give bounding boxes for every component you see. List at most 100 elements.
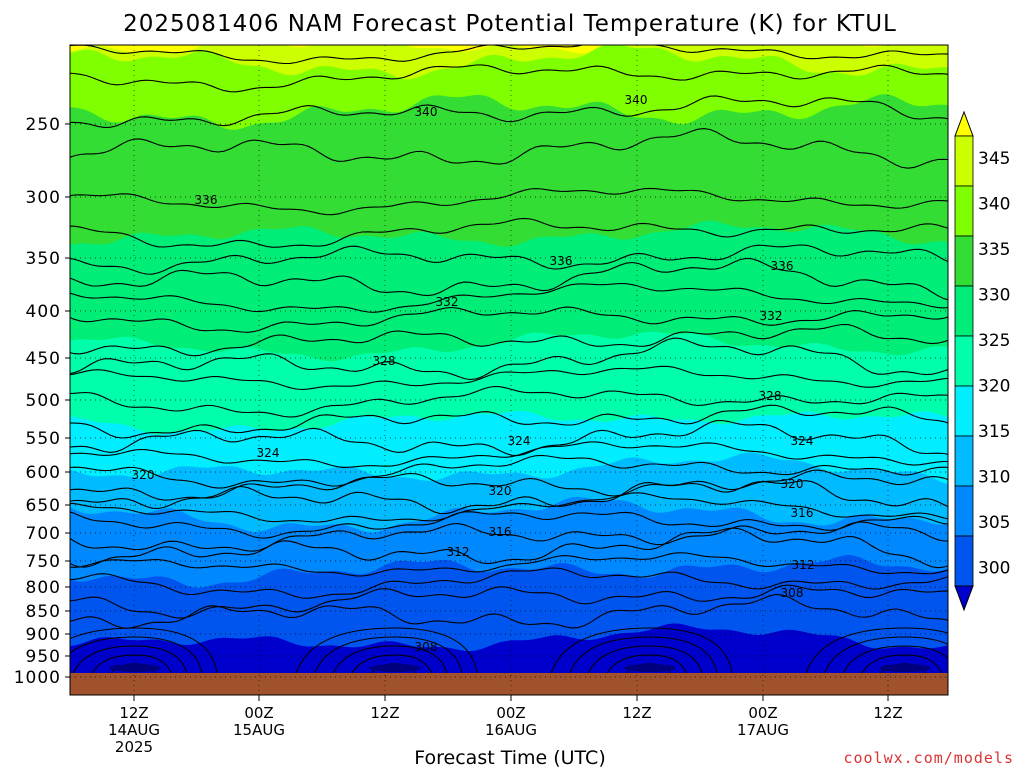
y-tick-label: 450: [26, 349, 61, 369]
contour-line: [70, 511, 948, 539]
colorbar-label: 340: [978, 195, 1010, 215]
contour-label: 340: [415, 105, 438, 119]
contour-line: [70, 627, 219, 695]
contour-line: [70, 244, 948, 275]
y-tick-label: 250: [26, 115, 61, 135]
y-tick-label: 600: [26, 463, 61, 483]
y-tick-label: 900: [26, 625, 61, 645]
contour-line: [70, 365, 948, 391]
contour-line: [802, 627, 948, 695]
cold-pool: [369, 664, 421, 672]
colorbar-label: 320: [978, 377, 1010, 397]
contour-line: [70, 419, 948, 457]
y-tick-label: 350: [26, 249, 61, 269]
colorbar-label: 330: [978, 286, 1010, 306]
contour-line: [70, 567, 948, 599]
contour-label: 324: [791, 434, 814, 448]
contour-label: 308: [781, 586, 804, 600]
y-tick-label: 500: [26, 391, 61, 411]
y-tick-label: 850: [26, 602, 61, 622]
colorbar-label: 305: [978, 513, 1010, 533]
contour-line: [70, 492, 948, 523]
colorbar-bottom-arrow: [954, 585, 974, 612]
contour-label: 308: [415, 640, 438, 654]
x-tick-label: 00Z: [244, 704, 273, 722]
colorbar-swatch: [954, 385, 974, 437]
contour-line: [70, 187, 948, 216]
y-tick-label: 550: [26, 429, 61, 449]
contour-line: [70, 469, 948, 501]
contour-line: [70, 552, 948, 577]
x-tick-label: 12Z: [622, 704, 651, 722]
contour-line: [70, 45, 948, 65]
contour-line: [70, 306, 948, 333]
contour-line: [70, 480, 948, 515]
x-tick-label: 15AUG: [233, 721, 285, 739]
colorbar-label: 335: [978, 240, 1010, 260]
contour-label: 320: [781, 477, 804, 491]
y-tick-label: 950: [26, 647, 61, 667]
colorbar-swatch: [954, 135, 974, 187]
colorbar-label: 310: [978, 468, 1010, 488]
colorbar-swatch: [954, 235, 974, 287]
contour-line: [70, 521, 948, 552]
x-axis-label: Forecast Time (UTC): [414, 747, 605, 768]
contour-label: 336: [771, 259, 794, 273]
cold-pool: [109, 664, 161, 672]
contour-label: 312: [792, 558, 815, 572]
x-tick-label: 16AUG: [485, 721, 537, 739]
x-tick-label: 00Z: [748, 704, 777, 722]
colorbar-label: 300: [978, 559, 1010, 579]
y-tick-label: 750: [26, 552, 61, 572]
contour-line: [70, 64, 948, 93]
contour-line: [70, 527, 948, 569]
contour-line: [583, 645, 704, 695]
pressure-axis: 250 300 350 400 450 500 550 600 650 700 750 800 850 9…: [14, 115, 70, 688]
isentrope-contours: [70, 45, 948, 695]
x-tick-label: 17AUG: [737, 721, 789, 739]
contour-line: [838, 645, 948, 695]
contour-labels: 340 340 336 336 336 332 332 328 328 324 324 324 320 3…: [132, 93, 815, 654]
contour-line: [70, 385, 948, 418]
colorbar-swatch: [954, 285, 974, 337]
x-tick-label: 12Z: [370, 704, 399, 722]
contour-line: [70, 128, 948, 169]
colorbar-swatch: [954, 535, 974, 587]
contour-label: 316: [791, 506, 814, 520]
contour-label: 340: [625, 93, 648, 107]
contour-line: [70, 441, 948, 468]
contour-label: 316: [489, 525, 512, 539]
contour-line: [70, 217, 948, 248]
contour-label: 320: [132, 468, 155, 482]
contour-line: [292, 627, 479, 695]
plot-frame: [69, 44, 949, 696]
contour-line: [547, 627, 734, 695]
contour-line: [70, 337, 948, 381]
contour-line: [70, 323, 948, 357]
contour-line: [70, 404, 948, 439]
colorbar-label: 325: [978, 331, 1010, 351]
x-tick-label: 00Z: [496, 704, 525, 722]
x-tick-label: 14AUG: [108, 721, 160, 739]
colorbar-swatch: [954, 485, 974, 537]
contour-label: 312: [447, 545, 470, 559]
contour-line: [70, 636, 204, 695]
ground-surface: [70, 673, 948, 695]
colorbar-label: 345: [978, 149, 1010, 169]
contour-line: [70, 593, 948, 629]
contour-line: [70, 454, 948, 489]
gridlines: [70, 45, 948, 695]
contour-label: 328: [373, 354, 396, 368]
x-tick-label: 12Z: [873, 704, 902, 722]
colorbar-swatch: [954, 435, 974, 487]
credit-text: coolwx.com/models: [843, 749, 1014, 767]
contour-line: [565, 636, 719, 695]
contour-line: [70, 645, 189, 695]
y-tick-label: 650: [26, 496, 61, 516]
chart-title: 2025081406 NAM Forecast Potential Temper…: [123, 11, 897, 37]
y-tick-label: 1000: [14, 668, 61, 688]
contour-line: [70, 282, 948, 313]
contour-label: 336: [550, 254, 573, 268]
contour-line: [328, 645, 449, 695]
